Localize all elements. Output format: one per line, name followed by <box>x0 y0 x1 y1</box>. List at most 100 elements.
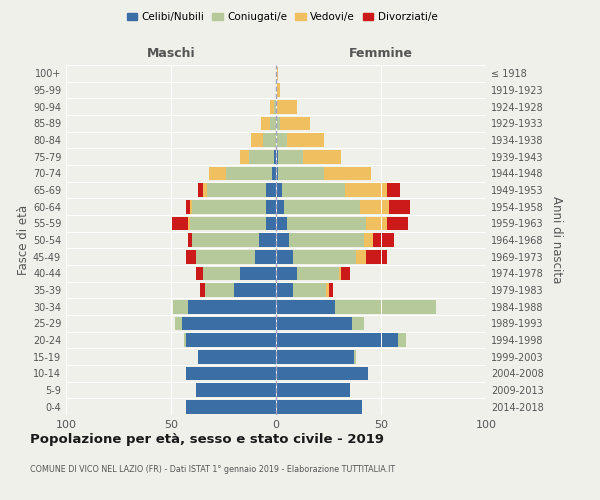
Bar <box>173 300 188 314</box>
Legend: Celibi/Nubili, Coniugati/e, Vedovi/e, Divorziati/e: Celibi/Nubili, Coniugati/e, Vedovi/e, Di… <box>122 8 442 26</box>
Bar <box>276 300 335 314</box>
Bar <box>188 300 276 314</box>
Bar <box>329 283 332 297</box>
Bar <box>356 250 366 264</box>
Bar <box>186 250 196 264</box>
Text: Femmine: Femmine <box>349 47 413 60</box>
Bar <box>276 266 297 280</box>
Bar <box>265 200 276 213</box>
Bar <box>388 183 400 197</box>
Bar <box>190 200 192 213</box>
Bar <box>341 266 349 280</box>
Bar <box>276 233 289 247</box>
Bar <box>265 216 276 230</box>
Bar <box>364 233 373 247</box>
Bar <box>184 333 186 347</box>
Bar <box>276 183 283 197</box>
Bar <box>175 316 182 330</box>
Bar <box>293 250 356 264</box>
Bar <box>297 266 339 280</box>
Bar <box>206 183 265 197</box>
Bar <box>234 283 276 297</box>
Bar <box>276 366 368 380</box>
Bar <box>186 200 190 213</box>
Bar <box>284 200 360 213</box>
Bar <box>339 266 341 280</box>
Bar <box>278 166 325 180</box>
Bar <box>325 166 371 180</box>
Bar <box>276 116 280 130</box>
Bar <box>251 133 263 147</box>
Bar <box>276 83 280 97</box>
Bar <box>276 216 287 230</box>
Bar <box>192 200 265 213</box>
Bar <box>304 150 341 164</box>
Bar <box>276 350 354 364</box>
Y-axis label: Fasce di età: Fasce di età <box>17 205 30 275</box>
Bar <box>326 283 329 297</box>
Bar <box>335 300 436 314</box>
Bar <box>276 100 297 114</box>
Bar <box>186 366 276 380</box>
Bar <box>388 216 408 230</box>
Bar <box>270 116 276 130</box>
Bar <box>366 216 388 230</box>
Bar <box>203 266 240 280</box>
Text: COMUNE DI VICO NEL LAZIO (FR) - Dati ISTAT 1° gennaio 2019 - Elaborazione TUTTIT: COMUNE DI VICO NEL LAZIO (FR) - Dati IST… <box>30 466 395 474</box>
Bar <box>205 283 234 297</box>
Bar <box>278 150 304 164</box>
Bar <box>276 383 349 397</box>
Bar <box>274 150 276 164</box>
Bar <box>186 400 276 413</box>
Bar <box>276 333 398 347</box>
Bar <box>262 116 270 130</box>
Y-axis label: Anni di nascita: Anni di nascita <box>550 196 563 284</box>
Bar <box>203 183 206 197</box>
Bar <box>274 100 276 114</box>
Bar <box>346 183 388 197</box>
Bar <box>188 233 192 247</box>
Bar <box>263 133 276 147</box>
Bar <box>255 250 276 264</box>
Bar <box>265 183 276 197</box>
Bar <box>276 400 362 413</box>
Bar <box>289 233 364 247</box>
Bar <box>287 216 366 230</box>
Bar <box>276 283 293 297</box>
Bar <box>276 133 287 147</box>
Bar <box>398 333 406 347</box>
Bar <box>226 166 272 180</box>
Bar <box>287 133 325 147</box>
Bar <box>186 333 276 347</box>
Bar <box>190 216 265 230</box>
Bar <box>280 116 310 130</box>
Bar <box>198 350 276 364</box>
Bar <box>196 266 203 280</box>
Bar <box>196 250 255 264</box>
Bar <box>200 283 205 297</box>
Bar <box>354 350 356 364</box>
Bar <box>373 233 394 247</box>
Bar <box>240 266 276 280</box>
Bar <box>293 283 326 297</box>
Bar <box>182 316 276 330</box>
Bar <box>276 250 293 264</box>
Bar <box>276 316 352 330</box>
Bar <box>198 183 203 197</box>
Bar <box>276 166 278 180</box>
Bar <box>188 216 190 230</box>
Bar <box>270 100 274 114</box>
Bar <box>360 200 389 213</box>
Text: Maschi: Maschi <box>146 47 196 60</box>
Bar <box>192 233 259 247</box>
Bar <box>389 200 410 213</box>
Bar <box>249 150 274 164</box>
Bar <box>259 233 276 247</box>
Bar <box>283 183 346 197</box>
Bar <box>276 66 278 80</box>
Bar <box>240 150 249 164</box>
Bar <box>366 250 388 264</box>
Bar <box>276 150 278 164</box>
Bar <box>171 216 188 230</box>
Bar <box>209 166 226 180</box>
